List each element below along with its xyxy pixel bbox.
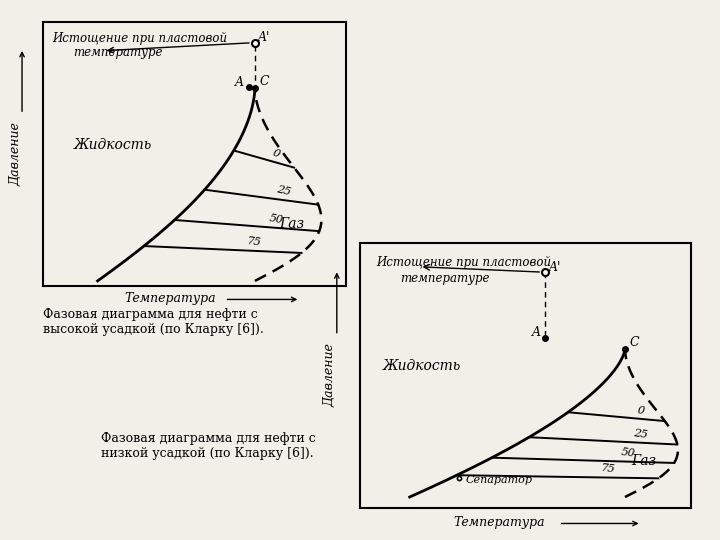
Text: 0: 0 <box>271 148 282 160</box>
Text: Температура: Температура <box>125 292 216 305</box>
Text: Сепаратор: Сепаратор <box>466 475 533 485</box>
Text: Температура: Температура <box>454 516 545 529</box>
Text: Фазовая диаграмма для нефти с
высокой усадкой (по Кларку [6]).: Фазовая диаграмма для нефти с высокой ус… <box>43 308 264 336</box>
Text: Жидкость: Жидкость <box>73 138 152 152</box>
Text: Истощение при пластовой: Истощение при пластовой <box>377 256 552 269</box>
Text: температуре: температуре <box>73 46 163 59</box>
Text: Давление: Давление <box>324 343 337 407</box>
Text: Жидкость: Жидкость <box>383 359 462 373</box>
Text: Истощение при пластовой: Истощение при пластовой <box>53 32 228 45</box>
Text: Фазовая диаграмма для нефти с
низкой усадкой (по Кларку [6]).: Фазовая диаграмма для нефти с низкой уса… <box>101 432 315 460</box>
Text: Газ: Газ <box>631 454 657 468</box>
Text: A: A <box>532 326 541 339</box>
Text: A': A' <box>549 261 561 274</box>
Text: 50: 50 <box>268 213 284 225</box>
Text: температуре: температуре <box>400 272 490 285</box>
Text: C: C <box>259 75 269 88</box>
Text: Давление: Давление <box>9 122 22 186</box>
Text: 50: 50 <box>621 447 636 459</box>
Text: A: A <box>235 76 244 89</box>
Text: 25: 25 <box>632 428 648 440</box>
Text: C: C <box>630 336 639 349</box>
Text: Газ: Газ <box>279 217 304 231</box>
Text: 75: 75 <box>600 463 616 475</box>
Text: 0: 0 <box>636 405 645 416</box>
Text: 75: 75 <box>246 237 262 248</box>
Text: 25: 25 <box>276 185 292 198</box>
Text: A': A' <box>258 31 270 44</box>
